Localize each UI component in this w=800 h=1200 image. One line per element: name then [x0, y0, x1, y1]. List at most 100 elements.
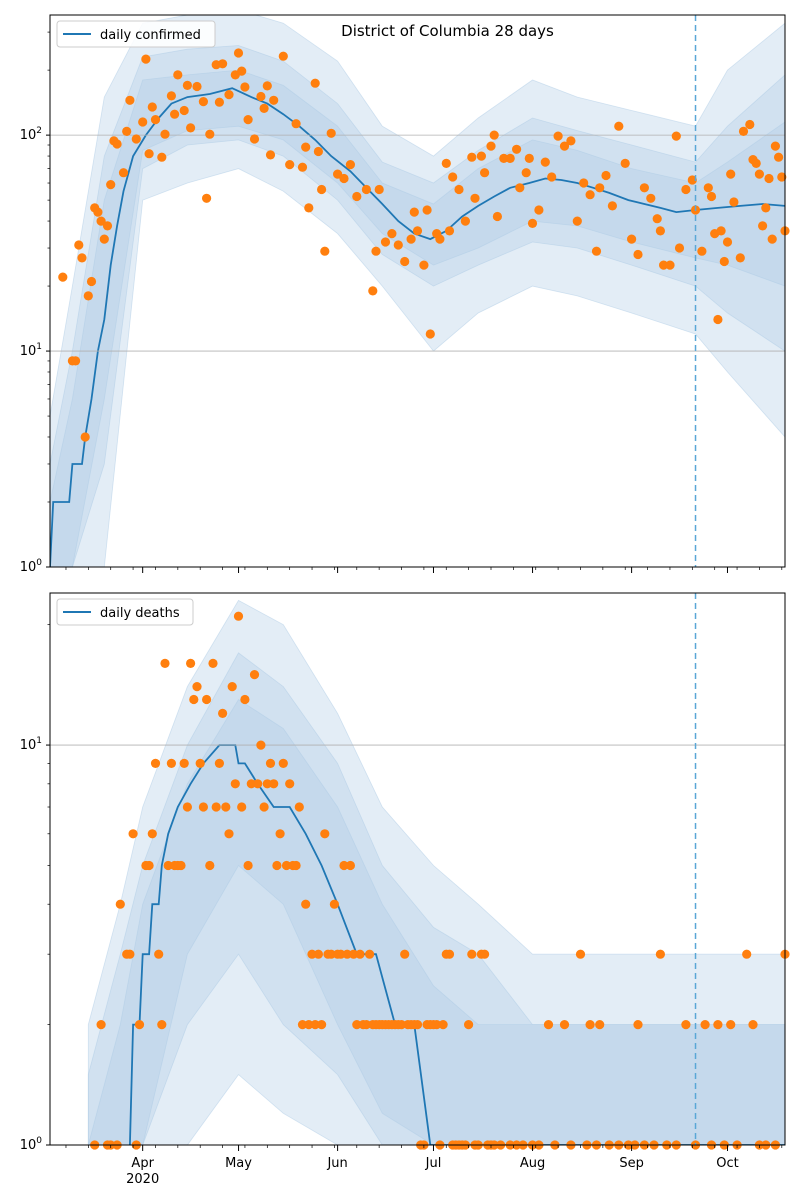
data-point	[726, 1020, 736, 1030]
data-point	[476, 151, 486, 161]
data-point	[275, 829, 285, 839]
data-point	[291, 860, 301, 871]
data-point	[125, 949, 135, 959]
data-point	[486, 141, 496, 151]
data-point	[125, 95, 135, 105]
series-line-0	[50, 87, 785, 567]
data-point	[237, 802, 247, 812]
data-point	[297, 1020, 308, 1030]
data-point	[435, 234, 445, 244]
data-point	[272, 860, 282, 871]
data-point	[492, 211, 502, 222]
data-point	[166, 91, 176, 101]
y-tick-exponent: 0	[36, 558, 42, 568]
data-point	[655, 226, 666, 236]
x-tick-label: Sep	[619, 1156, 644, 1171]
data-point	[607, 201, 618, 211]
data-point	[224, 90, 234, 100]
data-point	[74, 240, 84, 250]
data-point	[393, 240, 403, 250]
data-point	[543, 1020, 554, 1030]
uncertainty-band-middle	[50, 45, 785, 567]
data-point	[774, 152, 784, 162]
data-point	[579, 178, 589, 188]
data-point	[173, 70, 183, 80]
data-point	[361, 1020, 371, 1030]
data-point	[777, 172, 787, 182]
data-point	[179, 105, 189, 116]
data-point	[205, 129, 215, 139]
data-point	[278, 51, 288, 61]
data-point	[349, 949, 359, 959]
data-point	[307, 949, 317, 959]
x-tick-label: Apr	[131, 1156, 154, 1171]
uncertainty-band-outer	[50, 15, 785, 567]
data-point	[297, 162, 308, 172]
y-tick-label: 102	[20, 126, 42, 143]
data-point	[310, 1020, 320, 1030]
data-point	[208, 658, 218, 669]
data-point	[713, 314, 723, 325]
data-point	[122, 126, 132, 136]
data-point	[534, 205, 544, 215]
data-point	[202, 694, 212, 705]
data-point	[154, 949, 164, 959]
data-point	[176, 860, 186, 871]
data-point	[553, 131, 563, 141]
data-point	[342, 949, 352, 959]
data-point	[345, 860, 355, 871]
data-point	[339, 173, 349, 184]
data-point	[243, 860, 253, 871]
data-point	[412, 226, 423, 236]
data-point	[345, 160, 355, 170]
data-point	[329, 899, 339, 909]
x-tick-label: Jul	[425, 1156, 442, 1171]
uncertainty-band-outer	[87, 599, 785, 1145]
data-point	[166, 758, 176, 769]
data-point	[627, 234, 637, 244]
data-point	[310, 78, 320, 88]
data-point	[265, 758, 276, 769]
data-point	[425, 329, 435, 339]
data-point	[170, 109, 180, 119]
data-point	[633, 1020, 643, 1030]
data-point	[160, 129, 170, 139]
data-point	[770, 141, 781, 151]
data-point	[674, 243, 685, 253]
data-point	[444, 949, 455, 959]
data-point	[719, 256, 729, 267]
data-point	[352, 191, 362, 202]
data-point	[687, 175, 697, 185]
data-point	[281, 860, 292, 871]
data-point	[313, 146, 323, 157]
x-tick-label: Jun	[326, 1156, 347, 1171]
data-point	[150, 115, 161, 125]
data-point	[761, 203, 771, 213]
data-point	[361, 184, 371, 195]
data-point	[256, 740, 266, 750]
data-point	[764, 173, 774, 184]
data-point	[700, 1020, 710, 1030]
data-point	[633, 249, 643, 260]
data-point	[595, 1020, 605, 1030]
data-point	[400, 256, 410, 267]
data-point	[304, 1020, 314, 1030]
data-point	[249, 134, 260, 144]
data-point	[291, 119, 301, 129]
data-point	[742, 949, 752, 959]
plot-area	[50, 15, 785, 567]
data-point	[106, 180, 116, 190]
data-point	[333, 169, 343, 179]
data-point	[595, 183, 605, 193]
data-point	[218, 59, 228, 69]
chart-title: District of Columbia 28 days	[341, 22, 554, 40]
data-point	[489, 130, 499, 140]
data-point	[336, 949, 346, 959]
data-point	[58, 272, 68, 282]
data-point	[454, 184, 464, 195]
data-point	[374, 184, 384, 195]
axes-frame	[49, 14, 786, 568]
data-point	[726, 169, 736, 179]
data-point	[524, 153, 534, 163]
